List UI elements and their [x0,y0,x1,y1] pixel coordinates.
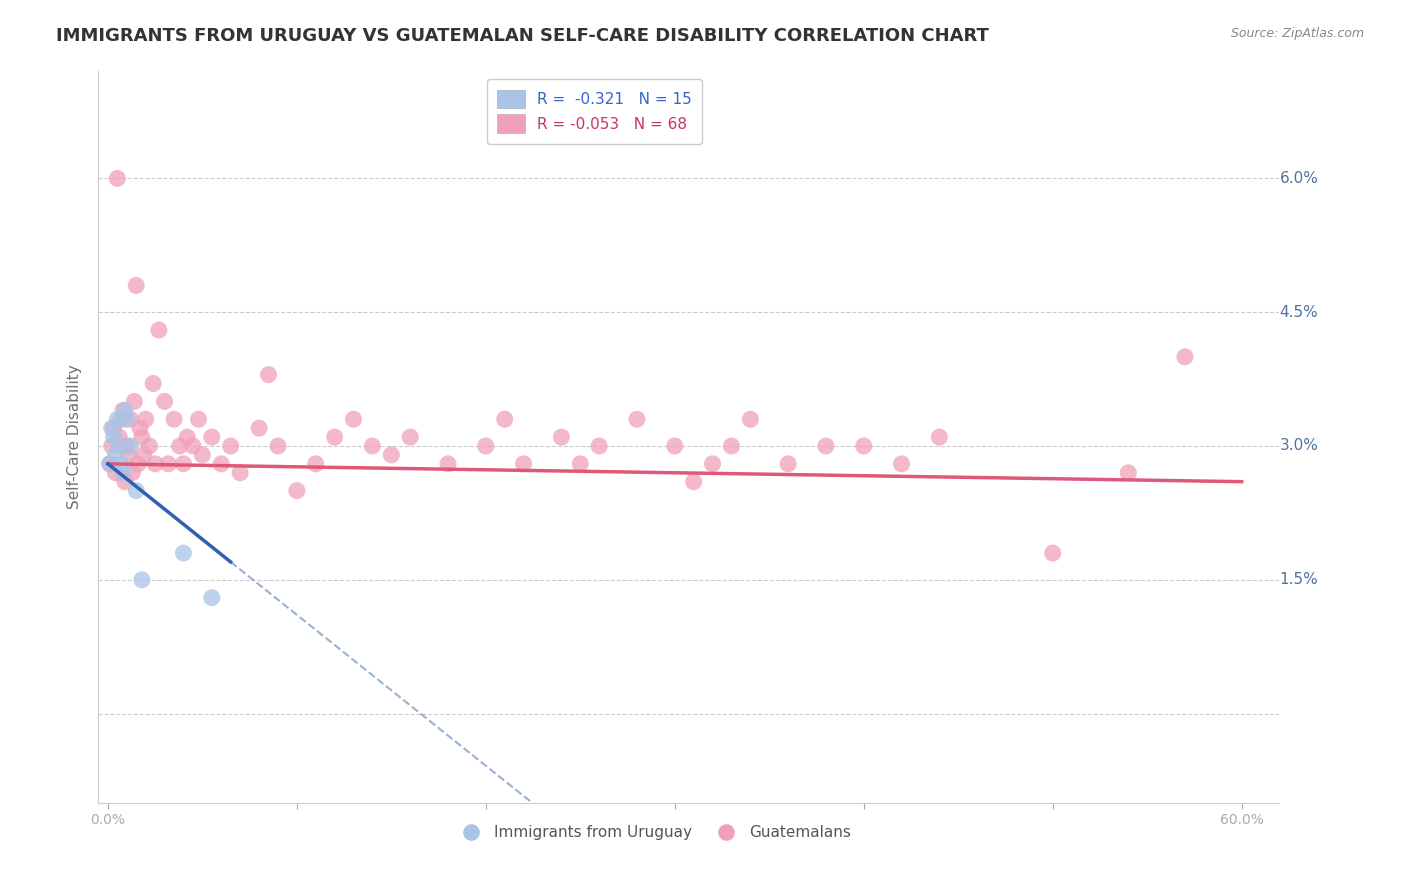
Point [135,412,157,426]
Point [172,457,194,471]
Point [110,457,132,471]
Point [120,412,142,426]
Point [108,430,131,444]
Point [98,457,121,471]
Point [191,448,214,462]
Point [100,439,122,453]
Point [103,421,125,435]
Point [399,430,422,444]
Point [125,278,148,293]
Point [1174,350,1197,364]
Point [928,430,950,444]
Point [890,457,912,471]
Point [111,403,134,417]
Point [110,412,132,426]
Point [720,439,742,453]
Point [494,412,516,426]
Point [104,448,127,462]
Text: 6.0%: 6.0% [1279,171,1319,186]
Point [153,394,176,409]
Point [100,421,122,435]
Text: IMMIGRANTS FROM URUGUAY VS GUATEMALAN SELF-CARE DISABILITY CORRELATION CHART: IMMIGRANTS FROM URUGUAY VS GUATEMALAN SE… [56,27,988,45]
Point [569,457,592,471]
Point [219,439,242,453]
Point [118,448,141,462]
Point [181,439,204,453]
Point [124,394,146,409]
Point [380,448,402,462]
Point [740,412,762,426]
Point [143,457,166,471]
Point [114,403,136,417]
Point [475,439,498,453]
Point [187,412,209,426]
Point [588,439,610,453]
Point [131,430,153,444]
Point [1042,546,1064,560]
Point [163,412,186,426]
Point [682,475,704,489]
Point [285,483,308,498]
Legend: Immigrants from Uruguay, Guatemalans: Immigrants from Uruguay, Guatemalans [450,819,856,847]
Point [267,439,290,453]
Point [361,439,384,453]
Point [138,439,160,453]
Point [148,323,170,337]
Point [550,430,572,444]
Point [664,439,686,453]
Point [323,430,346,444]
Point [105,171,128,186]
Point [626,412,648,426]
Point [852,439,875,453]
Text: Source: ZipAtlas.com: Source: ZipAtlas.com [1230,27,1364,40]
Point [111,466,134,480]
Point [172,546,194,560]
Point [129,421,152,435]
Point [512,457,534,471]
Point [120,439,142,453]
Point [98,457,121,471]
Point [201,430,224,444]
Point [157,457,180,471]
Point [131,573,153,587]
Point [108,439,131,453]
Point [305,457,328,471]
Point [127,457,149,471]
Point [437,457,460,471]
Point [209,457,232,471]
Point [342,412,364,426]
Text: 1.5%: 1.5% [1279,573,1319,587]
Point [814,439,837,453]
Point [169,439,191,453]
Point [247,421,270,435]
Point [132,448,155,462]
Y-axis label: Self-Care Disability: Self-Care Disability [67,365,83,509]
Point [229,466,252,480]
Point [105,412,128,426]
Point [142,376,165,391]
Point [115,439,138,453]
Point [121,466,143,480]
Text: 4.5%: 4.5% [1279,305,1319,319]
Point [176,430,198,444]
Point [104,466,127,480]
Point [103,430,125,444]
Point [1116,466,1139,480]
Point [778,457,800,471]
Point [702,457,724,471]
Point [114,475,136,489]
Point [257,368,280,382]
Point [201,591,224,605]
Text: 3.0%: 3.0% [1279,439,1319,453]
Point [115,412,138,426]
Point [125,483,148,498]
